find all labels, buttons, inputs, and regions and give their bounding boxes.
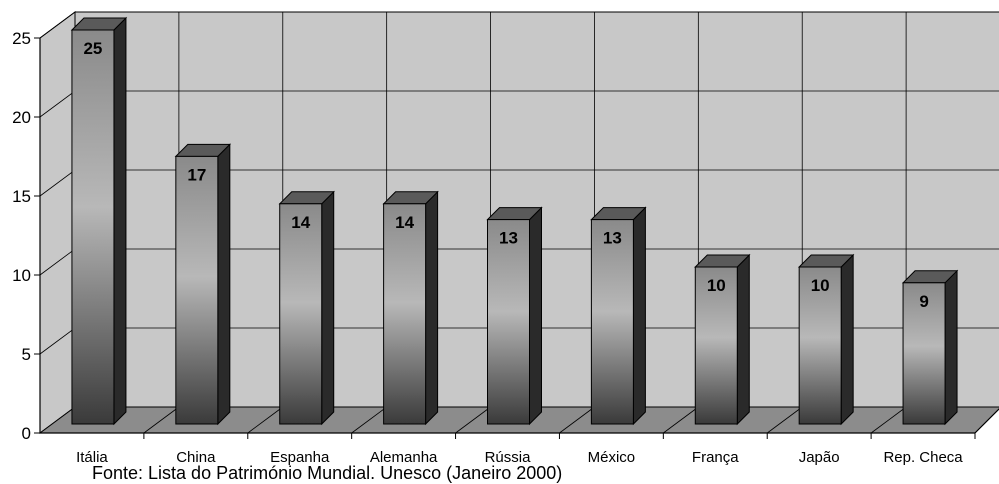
bar-front <box>798 266 842 425</box>
bar-side <box>425 190 439 426</box>
bar-value-label: 10 <box>811 276 830 295</box>
category-label: Rep. Checa <box>883 449 963 466</box>
floor-line <box>766 406 803 434</box>
bar-value-label: 13 <box>499 229 518 248</box>
y-tick-label: 5 <box>22 345 31 364</box>
floor-line <box>559 406 595 434</box>
bar <box>694 253 751 426</box>
category-label: México <box>588 449 636 466</box>
chart-labels: 0 5 10 15 20 25 25 Itália 17 China 14 Espanha 14 Alem… <box>12 29 963 466</box>
bar-front <box>694 266 738 425</box>
bar <box>901 269 959 426</box>
category-label: Japão <box>799 449 840 466</box>
y-tick-label: 10 <box>12 266 31 285</box>
bar <box>70 16 128 426</box>
bar <box>174 143 232 426</box>
chart-bars <box>70 16 959 426</box>
y-tick-label: 20 <box>12 108 31 127</box>
bar-front <box>71 29 115 425</box>
bar <box>590 206 647 426</box>
bar-side <box>321 190 335 426</box>
floor-line <box>247 406 284 434</box>
bar-value-label: 14 <box>395 213 414 232</box>
bar-value-label: 10 <box>707 276 726 295</box>
bar-front <box>487 219 530 425</box>
floor-edge <box>974 408 999 434</box>
bar <box>278 190 335 426</box>
floor-line <box>455 406 491 434</box>
bar-side <box>944 269 958 426</box>
y-tick-label: 15 <box>12 187 31 206</box>
y-tick-label: 25 <box>12 29 31 48</box>
bar <box>797 253 855 426</box>
category-label: Alemanha <box>370 449 438 466</box>
side-wall <box>39 11 76 434</box>
bar-front <box>279 203 323 425</box>
bar <box>486 206 543 426</box>
bar-side <box>632 206 646 426</box>
bar-value-label: 17 <box>187 165 206 184</box>
floor-line <box>663 406 699 434</box>
category-label: Espanha <box>270 449 330 466</box>
gridline-y <box>39 11 999 39</box>
source-note: Fonte: Lista do Património Mundial. Unes… <box>92 463 562 483</box>
category-label: China <box>176 449 216 466</box>
bar-value-label: 14 <box>291 213 310 232</box>
category-label: Rússia <box>485 449 532 466</box>
bar-value-label: 25 <box>83 39 102 58</box>
bar-side <box>736 253 750 426</box>
bar-side <box>217 143 231 426</box>
floor-line <box>351 406 387 434</box>
y-tick-label: 0 <box>22 424 31 443</box>
bar-front <box>383 203 427 425</box>
bar-value-label: 9 <box>919 292 928 311</box>
bar <box>382 190 439 426</box>
bar-front <box>175 155 219 425</box>
bar-side <box>113 16 127 426</box>
bar-side <box>529 206 542 426</box>
floor-line <box>870 406 907 434</box>
category-label: França <box>692 449 739 466</box>
bar-front <box>902 282 946 425</box>
bar-front <box>590 219 634 425</box>
category-label: Itália <box>76 449 108 466</box>
bar-side <box>840 253 854 426</box>
floor-line <box>143 406 180 434</box>
chart-axes <box>34 37 999 439</box>
bar-value-label: 13 <box>603 229 622 248</box>
